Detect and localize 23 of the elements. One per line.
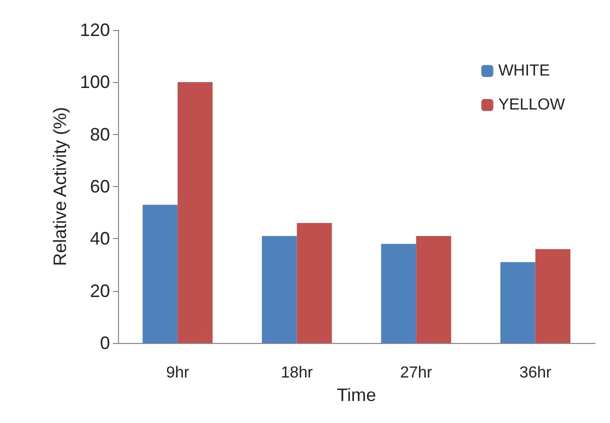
legend-label: YELLOW (498, 96, 566, 114)
y-tick-label: 40 (90, 228, 110, 249)
y-axis-title: Relative Activity (%) (50, 106, 70, 266)
y-tick-label: 120 (80, 20, 110, 40)
x-tick-label: 18hr (280, 364, 314, 382)
bar (500, 262, 536, 343)
y-tick-label: 60 (90, 176, 110, 196)
y-tick-label: 100 (80, 72, 110, 92)
x-axis-title: Time (336, 384, 376, 405)
bar (416, 236, 452, 343)
y-tick-label: 80 (90, 124, 110, 144)
legend-label: WHITE (498, 62, 550, 80)
bar (535, 249, 570, 343)
x-tick-label: 36hr (519, 364, 552, 382)
bar (296, 223, 332, 343)
y-tick-label: 20 (90, 280, 110, 301)
bar (142, 204, 178, 343)
bar (178, 82, 213, 343)
x-tick-label: 9hr (166, 364, 190, 382)
bar (381, 244, 416, 343)
bar (262, 236, 297, 343)
x-tick-label: 27hr (400, 364, 433, 382)
y-tick-label: 0 (100, 333, 110, 353)
